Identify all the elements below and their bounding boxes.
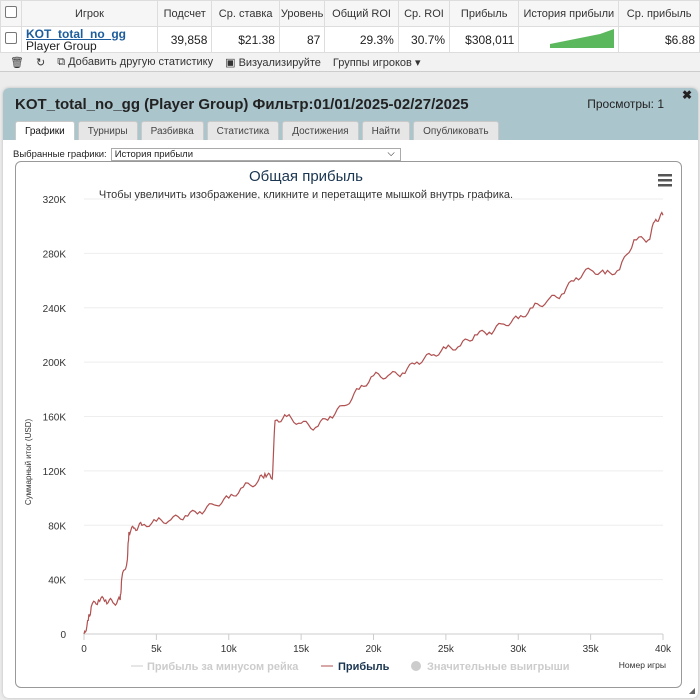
x-tick-label: 25k xyxy=(438,644,455,655)
count-cell: 39,858 xyxy=(156,26,213,53)
chevron-down-icon: ⌵ xyxy=(387,148,395,159)
player-link[interactable]: KOT_total_no_gg xyxy=(26,26,127,41)
x-tick-label: 15k xyxy=(293,644,310,655)
col-profit[interactable]: Прибыль xyxy=(449,0,520,27)
tab-tournaments[interactable]: Турниры xyxy=(77,121,138,140)
tab-publish[interactable]: Опубликовать xyxy=(413,121,499,140)
legend-profit[interactable]: Прибыль xyxy=(338,661,390,673)
panel-title: KOT_total_no_gg (Player Group) Фильтр:01… xyxy=(15,96,469,113)
y-axis-label: Суммарный итог (USD) xyxy=(24,419,33,506)
level-cell: 87 xyxy=(278,26,326,53)
x-tick-label: 30k xyxy=(510,644,527,655)
y-tick-label: 320K xyxy=(43,195,67,206)
y-tick-label: 280K xyxy=(43,249,67,260)
col-total-roi[interactable]: Общий ROI xyxy=(324,0,399,27)
col-avg-profit[interactable]: Ср. прибыль xyxy=(618,0,700,27)
total-roi-cell: 29.3% xyxy=(324,26,399,53)
y-tick-label: 40K xyxy=(48,576,66,587)
chart-select[interactable]: История прибыли ⌵ xyxy=(110,148,401,161)
tab-find[interactable]: Найти xyxy=(361,121,411,140)
profit-series-line[interactable] xyxy=(83,211,664,635)
add-stat-button[interactable]: ⧉ Добавить другую статистику xyxy=(57,55,214,68)
legend-big-wins[interactable]: Значительные выигрыши xyxy=(427,661,570,673)
close-icon[interactable]: ✖ xyxy=(681,88,692,102)
resize-handle[interactable]: ◢ xyxy=(688,686,695,695)
player-groups-dropdown[interactable]: Группы игроков ▾ xyxy=(332,56,421,69)
x-tick-label: 10k xyxy=(221,644,238,655)
sparkline xyxy=(518,26,620,53)
chart-title: Общая прибыль xyxy=(249,168,363,185)
menu-icon[interactable] xyxy=(658,174,672,187)
col-avg-stake[interactable]: Ср. ставка xyxy=(211,0,280,27)
legend-circle-icon xyxy=(411,661,421,671)
add-stat-label: Добавить другую статистику xyxy=(68,55,214,68)
y-tick-label: 0 xyxy=(60,630,66,641)
visualize-button[interactable]: ▣ Визуализируйте xyxy=(225,56,321,69)
stats-table: Игрок Подсчет Ср. ставка Уровень Общий R… xyxy=(0,0,700,72)
x-tick-label: 35k xyxy=(583,644,600,655)
chart-subtitle: Чтобы увеличить изображение, кликните и … xyxy=(99,189,513,201)
col-profit-history[interactable]: История прибыли xyxy=(518,0,620,27)
y-tick-label: 240K xyxy=(43,304,67,315)
col-player[interactable]: Игрок xyxy=(21,0,158,27)
col-level[interactable]: Уровень xyxy=(278,0,326,27)
views-count: Просмотры: 1 xyxy=(587,97,664,111)
visualize-label: Визуализируйте xyxy=(238,56,321,69)
x-tick-label: 40k xyxy=(655,644,672,655)
x-tick-label: 0 xyxy=(81,644,87,655)
col-avg-roi[interactable]: Ср. ROI xyxy=(397,0,451,27)
col-count[interactable]: Подсчет xyxy=(156,0,213,27)
x-tick-label: 20k xyxy=(365,644,382,655)
x-tick-label: 5k xyxy=(151,644,163,655)
y-tick-label: 80K xyxy=(48,521,66,532)
legend: Прибыль за минусом рейка Прибыль Значите… xyxy=(131,661,570,673)
tab-achievements[interactable]: Достижения xyxy=(282,121,359,140)
groups-label: Группы игроков xyxy=(332,56,412,69)
table-row: KOT_total_no_gg Player Group 39,858 $21.3… xyxy=(0,26,700,53)
x-axis-label: Номер игры xyxy=(619,660,666,670)
legend-rake-profit[interactable]: Прибыль за минусом рейка xyxy=(147,661,299,673)
y-tick-label: 120K xyxy=(43,467,67,478)
tab-breakdown[interactable]: Разбивка xyxy=(140,121,204,140)
avg-roi-cell: 30.7% xyxy=(397,26,451,53)
select-all-checkbox[interactable] xyxy=(0,0,22,27)
selected-charts-label: Выбранные графики: xyxy=(13,149,107,160)
row-checkbox[interactable] xyxy=(0,26,22,53)
chart-container[interactable]: Общая прибыль Чтобы увеличить изображени… xyxy=(15,161,682,688)
profit-chart[interactable]: Общая прибыль Чтобы увеличить изображени… xyxy=(16,162,681,687)
chart-select-value: История прибыли xyxy=(114,149,194,160)
chart-panel: KOT_total_no_gg (Player Group) Фильтр:01… xyxy=(3,88,698,698)
profit-cell: $308,011 xyxy=(449,26,520,53)
y-tick-label: 200K xyxy=(43,358,67,369)
avg-profit-cell: $6.88 xyxy=(618,26,700,53)
tab-statistics[interactable]: Статистика xyxy=(206,121,280,140)
tab-charts[interactable]: Графики xyxy=(15,121,75,140)
player-type: Player Group xyxy=(26,38,97,53)
trash-icon[interactable]: 🗑 xyxy=(10,56,24,69)
y-tick-label: 160K xyxy=(43,413,67,424)
avg-stake-cell: $21.38 xyxy=(211,26,280,53)
refresh-icon[interactable]: ↻ xyxy=(35,56,46,69)
